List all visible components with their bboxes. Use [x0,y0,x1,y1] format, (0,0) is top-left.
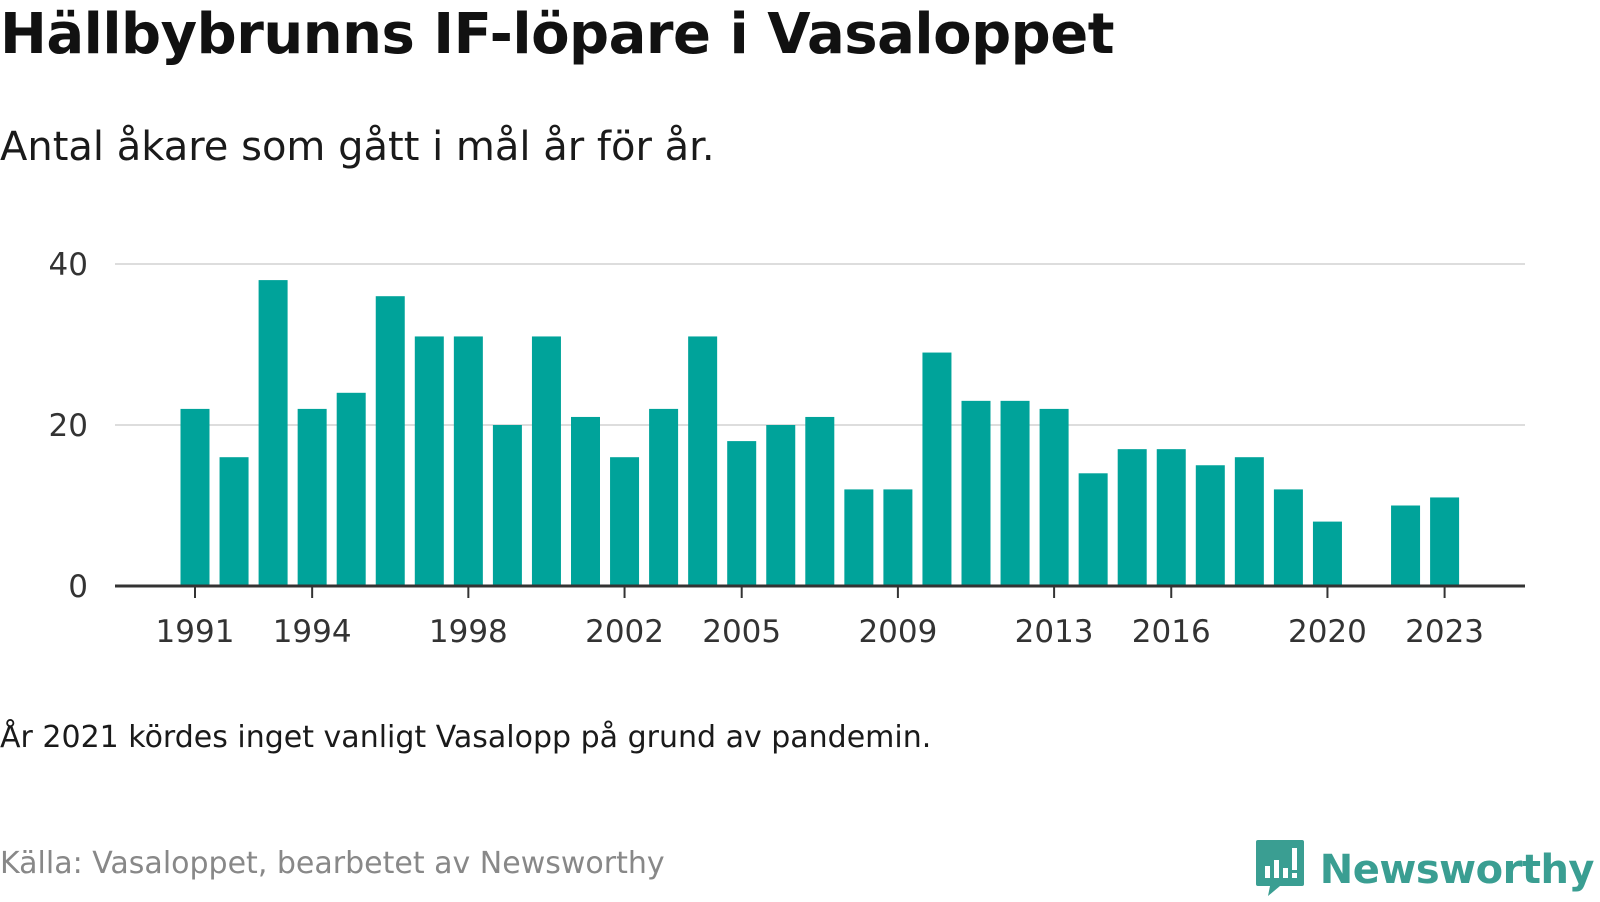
bar [1234,457,1264,586]
brand-logo[interactable]: Newsworthy [1254,838,1595,902]
bar [531,336,561,586]
y-tick-label: 0 [68,569,88,605]
bar [1039,408,1069,586]
x-tick-label: 1998 [429,614,508,650]
bar [688,336,718,586]
bar [336,392,366,586]
bar [610,457,640,586]
bar [1078,473,1108,586]
bar [219,457,249,586]
bar [922,352,952,586]
bar [258,280,288,586]
bar [1156,449,1186,586]
bar [1430,497,1460,586]
y-tick-label: 20 [49,408,88,444]
bar [492,425,522,586]
x-tick-label: 2016 [1132,614,1211,650]
brand-name: Newsworthy [1319,847,1595,893]
bar [649,408,679,586]
bar [883,489,913,586]
bar [766,425,796,586]
bar [1391,505,1421,586]
bar [844,489,874,586]
bar [1195,465,1225,586]
x-tick-label: 2020 [1288,614,1367,650]
bar [453,336,483,586]
x-tick-label: 2009 [858,614,937,650]
bar [1312,521,1342,586]
x-tick-label: 2023 [1405,614,1484,650]
axes: 0 20 40 1991 1994 1998 2002 2005 2009 2013 2016 202… [49,247,1525,650]
bar [297,408,327,586]
bar [1117,449,1147,586]
chart-subtitle: Antal åkare som gått i mål år för år. [0,124,715,170]
bar [1273,489,1303,586]
x-tick-label: 2013 [1015,614,1094,650]
bar [414,336,444,586]
bar [727,441,757,586]
bar [375,296,405,586]
x-tick-label: 1991 [156,614,235,650]
source-credit: Källa: Vasaloppet, bearbetet av Newswort… [0,846,665,881]
newsworthy-logo-icon [1254,838,1306,902]
x-tick-label: 2002 [585,614,664,650]
chart-note: År 2021 kördes inget vanligt Vasalopp på… [0,720,932,755]
bars [180,280,1460,586]
x-tick-label: 2005 [702,614,781,650]
bar [571,416,600,586]
chart-title: Hällbybrunns IF-löpare i Vasaloppet [0,2,1114,67]
bar [961,400,991,586]
bar [180,408,210,586]
x-tick-label: 1994 [273,614,352,650]
bar [1000,400,1030,586]
y-tick-label: 40 [49,247,88,283]
bar [805,416,835,586]
bar-chart: 0 20 40 1991 1994 1998 2002 2005 2009 2013 2016 202… [49,247,1525,650]
grid-lines [115,263,1525,426]
